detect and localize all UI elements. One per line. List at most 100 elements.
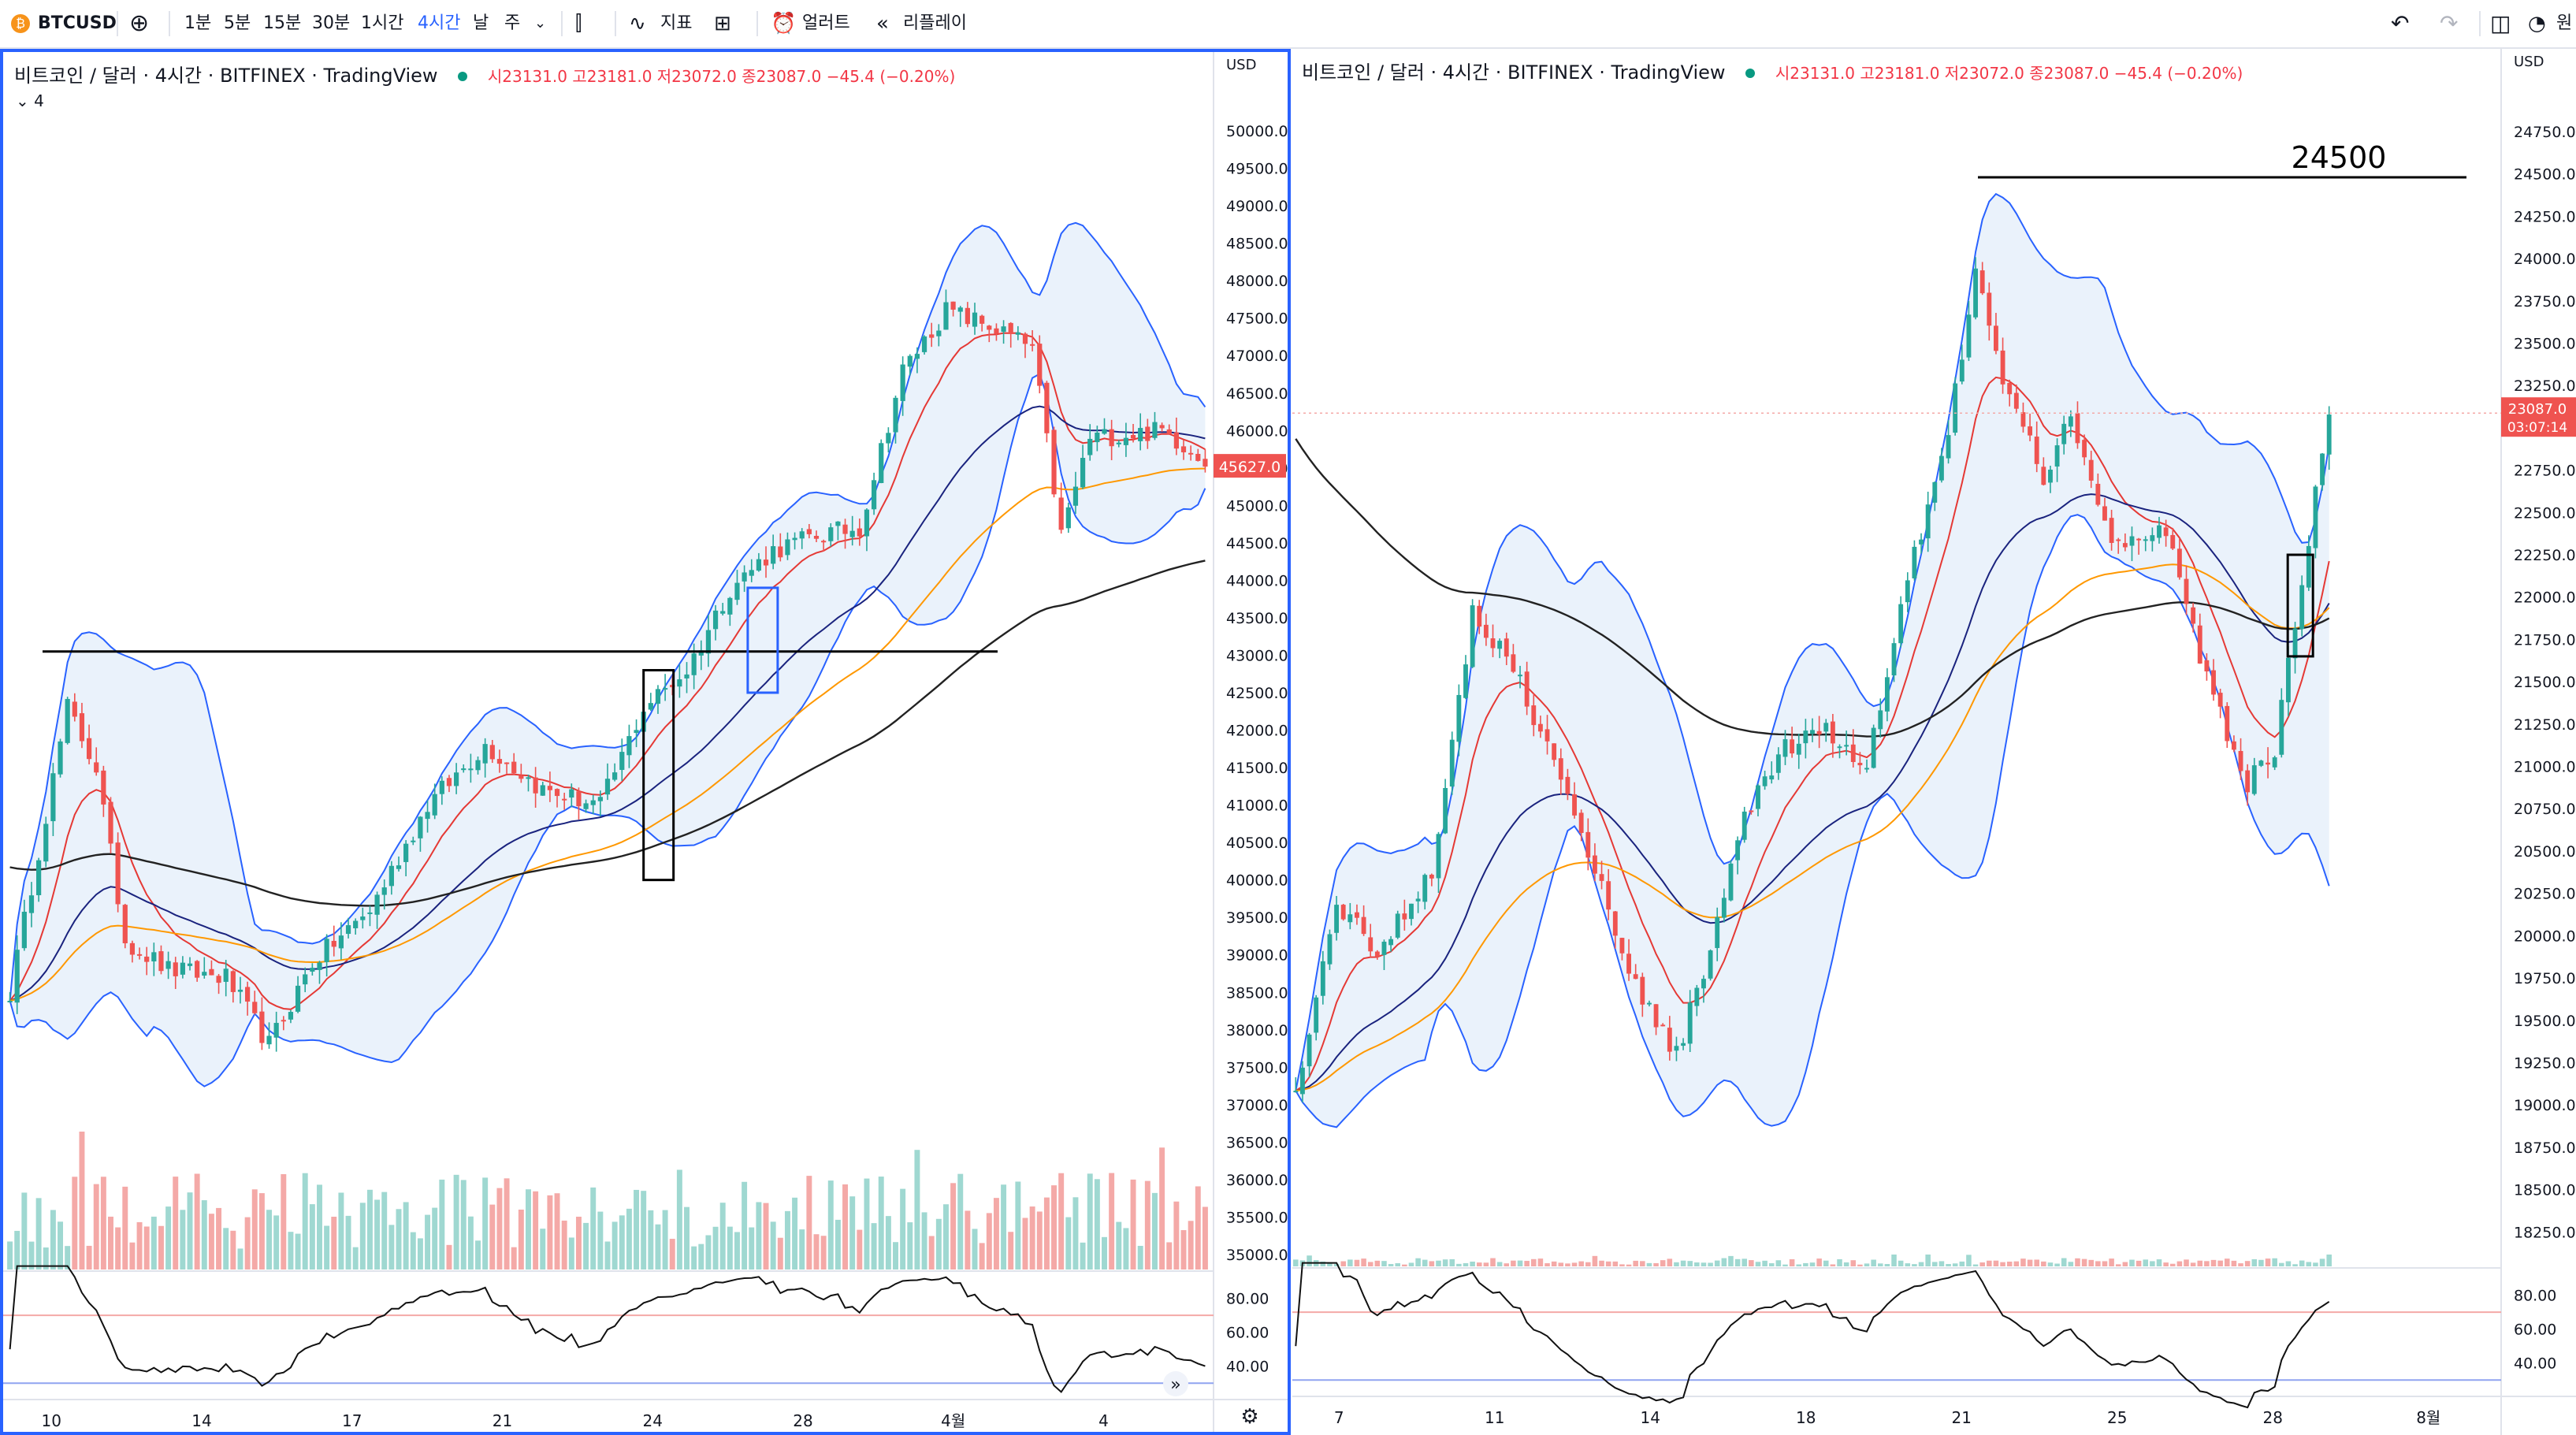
- candle-body: [965, 307, 970, 325]
- volume-bar: [691, 1246, 697, 1270]
- candle-body: [914, 354, 920, 359]
- candle-body: [893, 397, 898, 433]
- volume-bar: [1925, 1255, 1931, 1266]
- price-tick-label: 21500.0: [2514, 674, 2576, 691]
- interval-15m[interactable]: 15분: [263, 13, 302, 33]
- candle-body: [972, 312, 978, 327]
- interval-1m[interactable]: 1분: [184, 13, 212, 33]
- interval-1h[interactable]: 1시간: [361, 13, 404, 33]
- rsi-tick-label: 40.00: [1226, 1359, 1269, 1376]
- candle-body: [1095, 432, 1100, 443]
- rsi-line: [9, 1265, 1206, 1393]
- volume-bar: [2006, 1261, 2013, 1266]
- level-annotation-text: 24500: [2292, 140, 2387, 175]
- candle-body: [367, 912, 373, 914]
- volume-bar: [1558, 1262, 1564, 1266]
- volume-bar: [1436, 1260, 1441, 1266]
- alarm-clock-icon[interactable]: ⏰: [771, 12, 797, 35]
- candle-body: [1647, 1002, 1652, 1005]
- replay-button[interactable]: 리플레이: [903, 13, 967, 33]
- candle-body: [446, 778, 452, 786]
- interval-4h[interactable]: 4시간: [418, 13, 461, 33]
- volume-bar: [1714, 1260, 1720, 1266]
- volume-bar: [1578, 1261, 1584, 1266]
- price-tick-label: 37000.0: [1226, 1097, 1288, 1114]
- left-chart-pane[interactable]: 35000.0 35500.0 36000.0 36500.0 37000.0 37500…: [0, 49, 1291, 1435]
- volume-bar: [2054, 1263, 2060, 1266]
- candle-body: [2231, 741, 2236, 750]
- interval-1w[interactable]: 주: [504, 13, 521, 33]
- volume-bar: [1058, 1173, 1065, 1270]
- ema-long-line: [9, 560, 1206, 907]
- candle-style-icon[interactable]: ⫿: [575, 12, 582, 35]
- indicators-button[interactable]: 지표: [660, 13, 693, 33]
- volume-bar: [143, 1226, 150, 1270]
- volume-bar: [14, 1230, 20, 1270]
- volume-bar: [467, 1216, 474, 1270]
- interval-5m[interactable]: 5분: [224, 13, 251, 33]
- candle-body: [122, 905, 128, 944]
- volume-bar: [1463, 1262, 1469, 1266]
- alert-button[interactable]: 얼러트: [802, 13, 850, 33]
- time-tick-label: 21: [493, 1411, 512, 1430]
- volume-bar: [2238, 1263, 2243, 1266]
- candle-body: [1687, 1002, 1693, 1044]
- candle-body: [1130, 434, 1136, 439]
- candle-body: [2013, 392, 2019, 409]
- candle-body: [2299, 585, 2305, 630]
- candle-body: [1334, 905, 1340, 933]
- candle-body: [821, 541, 827, 543]
- candle-body: [2272, 757, 2277, 768]
- candle-body: [828, 527, 834, 541]
- interval-30m[interactable]: 30분: [312, 13, 351, 33]
- split-layout-icon[interactable]: ◫: [2490, 10, 2511, 36]
- volume-bar: [1490, 1258, 1496, 1266]
- volume-bar: [1898, 1260, 1904, 1266]
- volume-bar: [65, 1246, 71, 1270]
- price-tick-label: 50000.0: [1226, 123, 1288, 140]
- right-chart-pane[interactable]: 18250.0 18500.0 18750.0 19000.0 19250.0 19500…: [1292, 49, 2576, 1435]
- volume-bar: [1918, 1262, 1924, 1266]
- candle-body: [1728, 863, 1734, 901]
- replay-icon[interactable]: «: [876, 12, 889, 35]
- candle-body: [1715, 916, 1720, 949]
- candle-body: [21, 912, 27, 949]
- candle-body: [655, 689, 661, 704]
- symbol-search-button[interactable]: BTCUSD: [38, 13, 117, 33]
- candle-body: [1721, 898, 1727, 918]
- candle-body: [1008, 322, 1013, 334]
- time-tick-label: 11: [1485, 1408, 1504, 1427]
- candle-body: [2306, 545, 2311, 588]
- interval-1d[interactable]: 날: [473, 13, 489, 33]
- candle-body: [1966, 314, 1972, 358]
- right-chart-svg[interactable]: 18250.0 18500.0 18750.0 19000.0 19250.0 19500…: [1292, 49, 2576, 1435]
- left-chart-svg[interactable]: 35000.0 35500.0 36000.0 36500.0 37000.0 37500…: [3, 52, 1288, 1432]
- redo-icon[interactable]: ↷: [2440, 10, 2459, 36]
- volume-bar: [100, 1177, 106, 1270]
- price-tick-label: 21750.0: [2514, 631, 2576, 649]
- fullscreen-icon[interactable]: ◔: [2528, 12, 2546, 35]
- candle-body: [987, 325, 992, 330]
- layout-grid-icon[interactable]: ⊞: [714, 12, 731, 35]
- volume-bar: [698, 1244, 704, 1270]
- candle-body: [864, 509, 870, 537]
- candle-body: [1203, 459, 1208, 467]
- volume-bar: [641, 1191, 647, 1270]
- indicators-icon[interactable]: ∿: [629, 12, 646, 35]
- volume-bar: [2204, 1261, 2210, 1266]
- interval-dropdown-icon[interactable]: ⌄: [534, 15, 547, 32]
- candle-body: [1823, 723, 1829, 732]
- candle-body: [979, 315, 985, 324]
- candle-body: [281, 1020, 286, 1022]
- volume-bar: [914, 1150, 920, 1270]
- candle-body: [259, 1011, 265, 1043]
- volume-bar: [504, 1178, 510, 1270]
- volume-bar: [662, 1210, 668, 1270]
- candle-body: [612, 772, 618, 780]
- legend-collapse-toggle[interactable]: ⌄ 4: [16, 91, 44, 110]
- undo-icon[interactable]: ↶: [2391, 10, 2410, 36]
- candle-body: [2082, 440, 2087, 458]
- candle-body: [712, 610, 719, 630]
- compare-add-icon[interactable]: ⊕: [129, 9, 150, 37]
- volume-bar: [1796, 1264, 1802, 1266]
